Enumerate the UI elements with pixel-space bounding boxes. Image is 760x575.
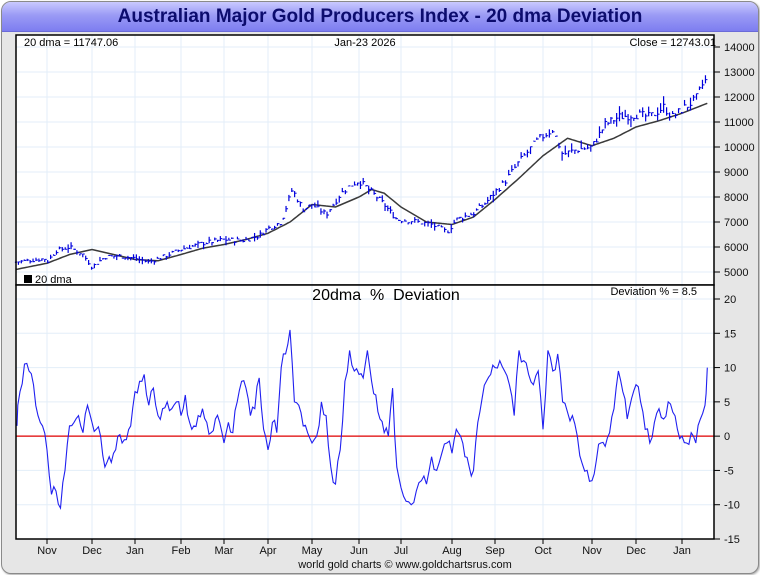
deviation-y-tick-label: 20 xyxy=(724,294,736,306)
price-y-tick-label: 8000 xyxy=(724,192,748,204)
chart-title: Australian Major Gold Producers Index - … xyxy=(117,6,643,27)
price-y-axis: 5000 6000 7000 8000 9000 10000 11000 12000 13000… xyxy=(714,42,755,279)
footer-credit: world gold charts © www.goldchartsrus.co… xyxy=(297,559,512,571)
title-bar: Australian Major Gold Producers Index - … xyxy=(2,2,758,32)
x-tick-label: Aug xyxy=(442,545,462,557)
deviation-y-tick-label: 5 xyxy=(724,397,730,409)
deviation-panel-background xyxy=(16,285,714,539)
x-tick-label: Nov xyxy=(37,545,57,557)
x-tick-label: Jul xyxy=(394,545,408,557)
price-grid xyxy=(16,35,714,285)
deviation-panel-border xyxy=(15,284,715,540)
legend-swatch xyxy=(24,275,32,283)
deviation-series xyxy=(16,329,708,510)
price-y-tick-label: 14000 xyxy=(724,42,755,54)
deviation-value-label: Deviation % = 8.5 xyxy=(610,286,697,298)
price-y-tick-label: 5000 xyxy=(724,267,748,279)
price-y-tick-label: 6000 xyxy=(724,242,748,254)
deviation-y-tick-label: 10 xyxy=(724,363,736,375)
x-tick-label: Jan xyxy=(673,545,691,557)
deviation-panel-title: 20dma % Deviation xyxy=(312,287,460,304)
x-axis: Nov Dec Jan Feb Mar Apr May Jun Jul Aug Sep Oct Nov D… xyxy=(37,539,691,557)
deviation-y-tick-label: -10 xyxy=(724,500,740,512)
price-y-tick-label: 7000 xyxy=(724,217,748,229)
deviation-y-tick-label: -5 xyxy=(724,465,734,477)
x-tick-label: Jan xyxy=(126,545,144,557)
x-tick-label: Oct xyxy=(534,545,551,557)
x-tick-label: Jun xyxy=(350,545,368,557)
deviation-line xyxy=(16,329,708,510)
deviation-y-tick-label: 15 xyxy=(724,328,736,340)
x-tick-label: Sep xyxy=(485,545,505,557)
deviation-y-tick-label: 0 xyxy=(724,431,730,443)
close-value-label: Close = 12743.01 xyxy=(629,37,716,49)
price-y-tick-label: 12000 xyxy=(724,92,755,104)
legend-label: 20 dma xyxy=(35,274,73,286)
date-label: Jan-23 2026 xyxy=(334,37,395,49)
price-y-tick-label: 9000 xyxy=(724,167,748,179)
x-tick-label: May xyxy=(302,545,323,557)
x-tick-label: Mar xyxy=(215,545,234,557)
price-y-tick-label: 10000 xyxy=(724,142,755,154)
x-tick-label: Apr xyxy=(259,545,276,557)
price-y-tick-label: 11000 xyxy=(724,117,754,129)
price-y-tick-label: 13000 xyxy=(724,67,755,79)
deviation-y-tick-label: -15 xyxy=(724,534,740,546)
deviation-y-axis: -15 -10 -5 0 5 10 15 20 xyxy=(714,294,740,546)
x-tick-label: Feb xyxy=(172,545,191,557)
price-bars-series xyxy=(14,75,708,270)
x-tick-label: Dec xyxy=(626,545,646,557)
x-tick-label: Nov xyxy=(582,545,602,557)
dma-value-label: 20 dma = 11747.06 xyxy=(24,37,118,49)
x-tick-label: Dec xyxy=(82,545,102,557)
price-panel-background xyxy=(16,35,714,285)
